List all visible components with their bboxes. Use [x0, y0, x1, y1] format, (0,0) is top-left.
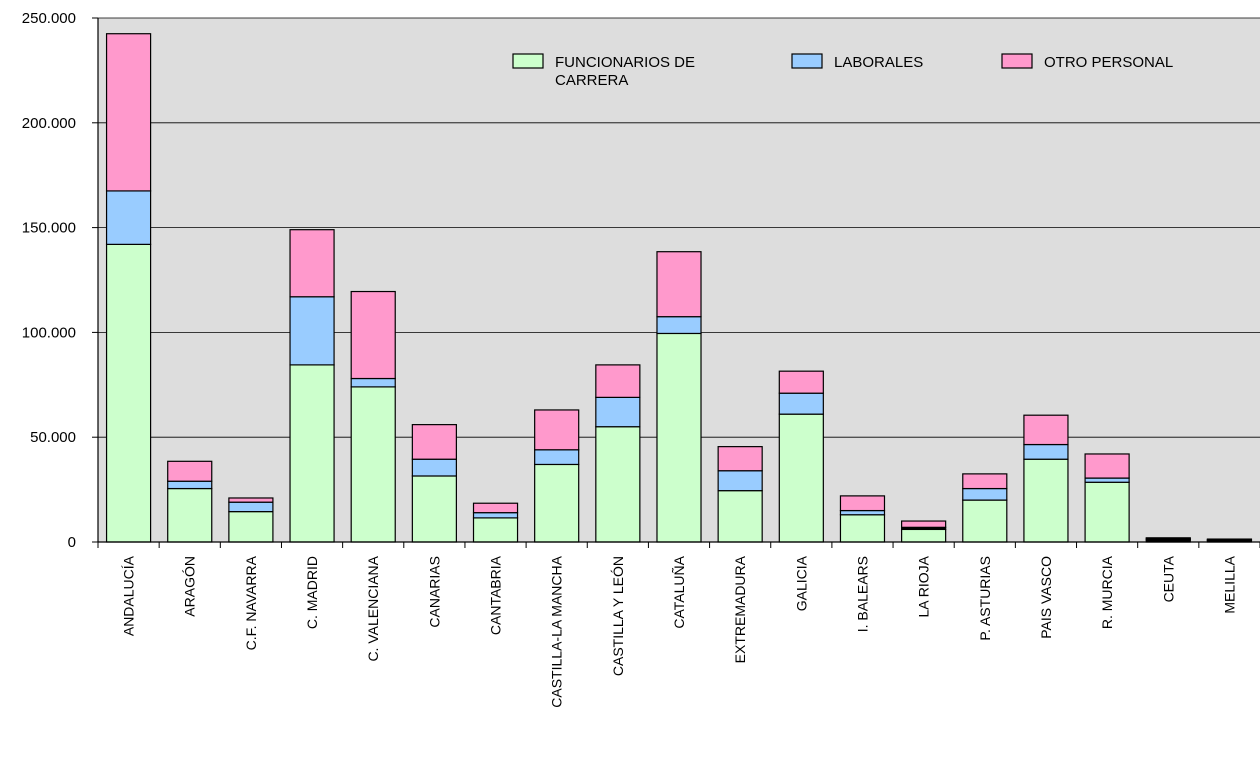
bar-segment-1-8	[534, 463, 580, 543]
bar-segment-3-13	[839, 495, 886, 512]
y-tick-label: 200.000	[22, 115, 76, 132]
bar-segment-3-5	[350, 290, 396, 380]
x-tick-label: P. ASTURIAS	[977, 556, 993, 641]
bar-segment-2-9	[595, 396, 641, 428]
bar-segment-1-11	[717, 490, 763, 543]
bar-segment-1-17	[1084, 481, 1130, 543]
legend: FUNCIONARIOS DE CARRERA LABORALES OTRO PERS…	[512, 53, 1173, 89]
x-tick-label: C. MADRID	[304, 556, 320, 629]
y-tick-label: 0	[68, 534, 76, 551]
bar-segment-1-12	[778, 413, 824, 543]
x-tick-labels: ANDALUCÍA ARAGÓN C.F. NAVARRA C. MADRID C. V…	[121, 555, 1238, 707]
bar-segment-1-6	[411, 475, 457, 543]
x-tick-label: MELILLA	[1221, 555, 1237, 613]
x-tick-label: GALICIA	[793, 555, 809, 611]
bar-segment-3-18	[1145, 537, 1191, 540]
bar-segment-2-1	[105, 190, 152, 245]
x-tick-label: EXTREMADURA	[732, 555, 748, 663]
x-tick-label: C.F. NAVARRA	[243, 555, 259, 650]
bar-segment-1-10	[656, 332, 702, 543]
bar-segment-2-13	[839, 509, 886, 516]
bars	[105, 33, 1253, 543]
bar-segment-1-2	[167, 487, 213, 543]
bar-segment-1-3	[228, 511, 274, 543]
bar-segment-2-17	[1084, 477, 1130, 483]
bar-segment-3-11	[717, 446, 763, 472]
x-tick-label: CASTILLA Y LEÓN	[610, 556, 626, 676]
bar-segment-3-19	[1206, 538, 1253, 541]
y-tick-labels: 0 50.000 100.000 150.000 200.000 250.000	[22, 10, 76, 551]
legend-swatch-3	[1001, 53, 1033, 69]
x-tick-label: CANARIAS	[426, 556, 442, 628]
bar-segment-2-12	[778, 392, 824, 415]
bar-segment-3-6	[411, 424, 457, 460]
bar-segment-3-8	[534, 409, 580, 451]
bar-segment-2-6	[411, 458, 457, 477]
bar-segment-1-16	[1023, 458, 1069, 543]
y-tick-label: 100.000	[22, 324, 76, 341]
bar-segment-2-5	[350, 377, 396, 388]
legend-swatch-1	[512, 53, 544, 69]
x-tick-label: CATALUÑA	[671, 555, 687, 628]
bar-segment-3-7	[472, 502, 519, 514]
bar-segment-3-12	[778, 370, 824, 394]
x-tick-label: LA RIOJA	[916, 555, 932, 617]
bar-segment-2-8	[534, 449, 580, 466]
bar-segment-1-15	[962, 499, 1008, 543]
bar-segment-3-17	[1084, 453, 1130, 479]
bar-segment-1-7	[472, 517, 519, 543]
bar-segment-1-13	[839, 514, 886, 543]
bar-segment-3-1	[105, 33, 152, 192]
x-tick-label: ANDALUCÍA	[121, 555, 137, 636]
legend-label-line: CARRERA	[555, 72, 628, 89]
bar-segment-1-4	[289, 364, 335, 543]
bar-segment-2-4	[289, 296, 335, 366]
bar-segment-2-3	[228, 501, 274, 513]
legend-swatch-2	[791, 53, 823, 69]
x-tick-label: I. BALEARS	[854, 556, 870, 632]
legend-label-3: OTRO PERSONAL	[1044, 54, 1173, 71]
bar-segment-2-7	[472, 512, 519, 519]
bar-segment-2-11	[717, 470, 763, 492]
bar-segment-3-4	[289, 229, 335, 298]
y-tick-label: 250.000	[22, 10, 76, 27]
legend-label-1: FUNCIONARIOS DE CARRERA	[555, 54, 695, 89]
legend-label-line: LABORALES	[834, 54, 923, 71]
bar-segment-1-14	[901, 528, 947, 543]
x-tick-label: CEUTA	[1160, 555, 1176, 602]
bar-segment-3-9	[595, 364, 641, 398]
bar-segment-2-15	[962, 487, 1008, 501]
bar-segment-2-16	[1023, 443, 1069, 460]
bar-segment-3-10	[656, 251, 702, 318]
legend-label-line: FUNCIONARIOS DE	[555, 54, 695, 71]
legend-label-2: LABORALES	[834, 54, 923, 71]
bar-segment-1-1	[105, 243, 152, 543]
axes	[92, 17, 1260, 548]
bar-segment-1-5	[350, 386, 396, 543]
y-tick-label: 50.000	[30, 429, 76, 446]
bar-segment-1-9	[595, 426, 641, 543]
x-tick-label: CASTILLA-LA MANCHA	[549, 555, 565, 707]
bar-segment-3-2	[167, 460, 213, 482]
bar-segment-3-15	[962, 473, 1008, 490]
x-tick-label: R. MURCIA	[1099, 555, 1115, 629]
x-tick-label: C. VALENCIANA	[365, 555, 381, 661]
bar-segment-3-16	[1023, 414, 1069, 446]
x-tick-label: PAIS VASCO	[1038, 556, 1054, 639]
bar-segment-3-14	[901, 520, 947, 528]
legend-label-line: OTRO PERSONAL	[1044, 54, 1173, 71]
bar-segment-3-3	[228, 497, 274, 503]
bar-segment-2-2	[167, 480, 213, 490]
x-tick-label: CANTABRIA	[488, 555, 504, 635]
x-tick-label: ARAGÓN	[182, 556, 198, 617]
bar-segment-2-10	[656, 316, 702, 335]
y-tick-label: 150.000	[22, 220, 76, 237]
